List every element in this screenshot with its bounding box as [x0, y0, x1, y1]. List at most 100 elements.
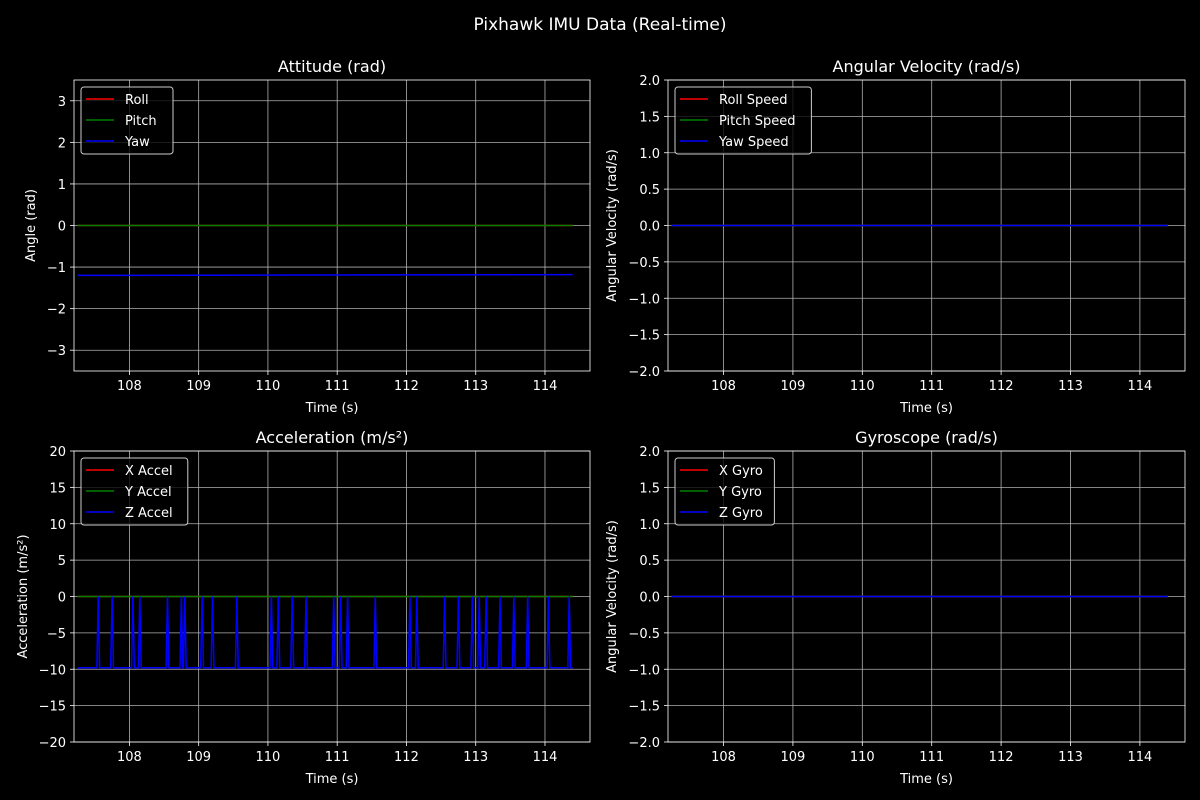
x-axis-label: Time (s) — [899, 772, 953, 787]
y-tick-label: −1 — [47, 261, 66, 276]
y-tick-label: −0.5 — [628, 627, 660, 642]
x-tick-label: 111 — [919, 750, 944, 765]
y-tick-label: −15 — [39, 700, 66, 715]
y-tick-label: 0.5 — [639, 183, 660, 198]
x-tick-label: 111 — [325, 379, 350, 394]
x-tick-label: 109 — [780, 750, 805, 765]
y-tick-label: 1.5 — [639, 481, 660, 496]
legend-label: Pitch — [125, 114, 157, 129]
y-tick-label: 20 — [49, 445, 66, 460]
y-axis-label: Angular Velocity (rad/s) — [605, 520, 620, 673]
series-line-z-accel — [77, 596, 573, 669]
legend-label: X Gyro — [719, 464, 763, 479]
y-tick-label: 1 — [58, 178, 66, 193]
y-tick-label: 1.5 — [639, 110, 660, 125]
y-tick-label: −5 — [47, 627, 66, 642]
x-tick-label: 109 — [186, 379, 211, 394]
subplot-2: 108 109 110 111 112 113 114 −2.0 −1.5 −1.0 −0.5 0.0… — [605, 57, 1186, 416]
y-tick-label: 15 — [49, 481, 66, 496]
y-tick-label: −3 — [47, 344, 66, 359]
x-tick-label: 112 — [394, 379, 419, 394]
x-tick-label: 110 — [850, 379, 875, 394]
x-tick-label: 111 — [325, 750, 350, 765]
legend: X Accel Y Accel Z Accel — [80, 457, 189, 526]
legend: Roll Speed Pitch Speed Yaw Speed — [674, 86, 812, 155]
x-tick-label: 110 — [256, 379, 281, 394]
legend-label: Pitch Speed — [719, 114, 796, 129]
series-line-yaw — [77, 273, 573, 277]
subplot-title: Angular Velocity (rad/s) — [833, 57, 1021, 76]
y-tick-label: 3 — [58, 95, 66, 110]
y-tick-label: 0.0 — [639, 220, 660, 235]
y-tick-label: −20 — [39, 736, 66, 751]
x-tick-label: 110 — [256, 750, 281, 765]
subplot-4: 108 109 110 111 112 113 114 −2.0 −1.5 −1.0 −0.5 0.0… — [605, 428, 1186, 787]
y-tick-label: 2.0 — [639, 445, 660, 460]
legend-label: Y Accel — [124, 485, 172, 500]
legend-label: Roll — [125, 93, 149, 108]
x-tick-label: 108 — [711, 379, 736, 394]
y-tick-label: 0 — [58, 220, 66, 235]
subplot-title: Acceleration (m/s²) — [256, 428, 409, 447]
x-tick-label: 113 — [1058, 750, 1083, 765]
y-tick-label: −1.5 — [628, 329, 660, 344]
x-tick-label: 108 — [711, 750, 736, 765]
x-axis-label: Time (s) — [305, 401, 359, 416]
y-tick-label: −2 — [47, 303, 66, 318]
x-tick-label: 114 — [533, 750, 558, 765]
subplot-1: 108 109 110 111 112 113 114 −3 −2 −1 0 1 2 3 Attitude … — [24, 57, 591, 416]
legend-box — [674, 457, 775, 526]
y-tick-label: −1.5 — [628, 700, 660, 715]
x-tick-label: 108 — [117, 750, 142, 765]
y-tick-label: −2.0 — [628, 736, 660, 751]
legend-box — [80, 86, 174, 155]
figure-title: Pixhawk IMU Data (Real-time) — [474, 15, 727, 35]
legend-label: X Accel — [125, 464, 173, 479]
y-axis-label: Acceleration (m/s²) — [16, 534, 31, 658]
y-tick-label: 2.0 — [639, 74, 660, 89]
x-tick-label: 114 — [533, 379, 558, 394]
legend: Roll Pitch Yaw — [80, 86, 174, 155]
x-tick-label: 114 — [1127, 379, 1152, 394]
legend-label: Z Accel — [125, 506, 173, 521]
series-group — [77, 595, 573, 669]
legend-label: Yaw Speed — [718, 135, 789, 150]
series-group — [77, 224, 573, 277]
y-tick-label: 0.0 — [639, 591, 660, 606]
x-tick-label: 112 — [989, 750, 1014, 765]
x-tick-label: 113 — [1058, 379, 1083, 394]
y-tick-label: 0.5 — [639, 554, 660, 569]
x-axis-label: Time (s) — [305, 772, 359, 787]
legend-box — [80, 457, 189, 526]
x-tick-label: 114 — [1127, 750, 1152, 765]
y-tick-label: −0.5 — [628, 256, 660, 271]
subplot-3: 108 109 110 111 112 113 114 −20 −15 −10 −5 0 5 10 15 20… — [16, 428, 591, 787]
x-tick-label: 109 — [186, 750, 211, 765]
x-tick-label: 112 — [394, 750, 419, 765]
x-tick-label: 112 — [989, 379, 1014, 394]
x-tick-label: 109 — [780, 379, 805, 394]
x-axis-label: Time (s) — [899, 401, 953, 416]
legend-label: Roll Speed — [719, 93, 788, 108]
subplot-title: Gyroscope (rad/s) — [855, 428, 998, 447]
x-tick-label: 111 — [919, 379, 944, 394]
y-axis-label: Angle (rad) — [24, 189, 39, 262]
y-tick-label: 1.0 — [639, 518, 660, 533]
y-tick-label: −2.0 — [628, 365, 660, 380]
y-tick-label: −1.0 — [628, 663, 660, 678]
x-tick-label: 108 — [117, 379, 142, 394]
y-tick-label: 10 — [49, 518, 66, 533]
y-tick-label: −1.0 — [628, 292, 660, 307]
x-tick-label: 110 — [850, 750, 875, 765]
y-tick-label: 0 — [58, 591, 66, 606]
x-tick-label: 113 — [463, 379, 488, 394]
y-tick-label: 5 — [58, 554, 66, 569]
y-axis-label: Angular Velocity (rad/s) — [605, 149, 620, 302]
y-tick-label: 1.0 — [639, 147, 660, 162]
legend-label: Z Gyro — [719, 506, 763, 521]
legend-label: Yaw — [124, 135, 150, 150]
x-tick-label: 113 — [463, 750, 488, 765]
legend: X Gyro Y Gyro Z Gyro — [674, 457, 775, 526]
